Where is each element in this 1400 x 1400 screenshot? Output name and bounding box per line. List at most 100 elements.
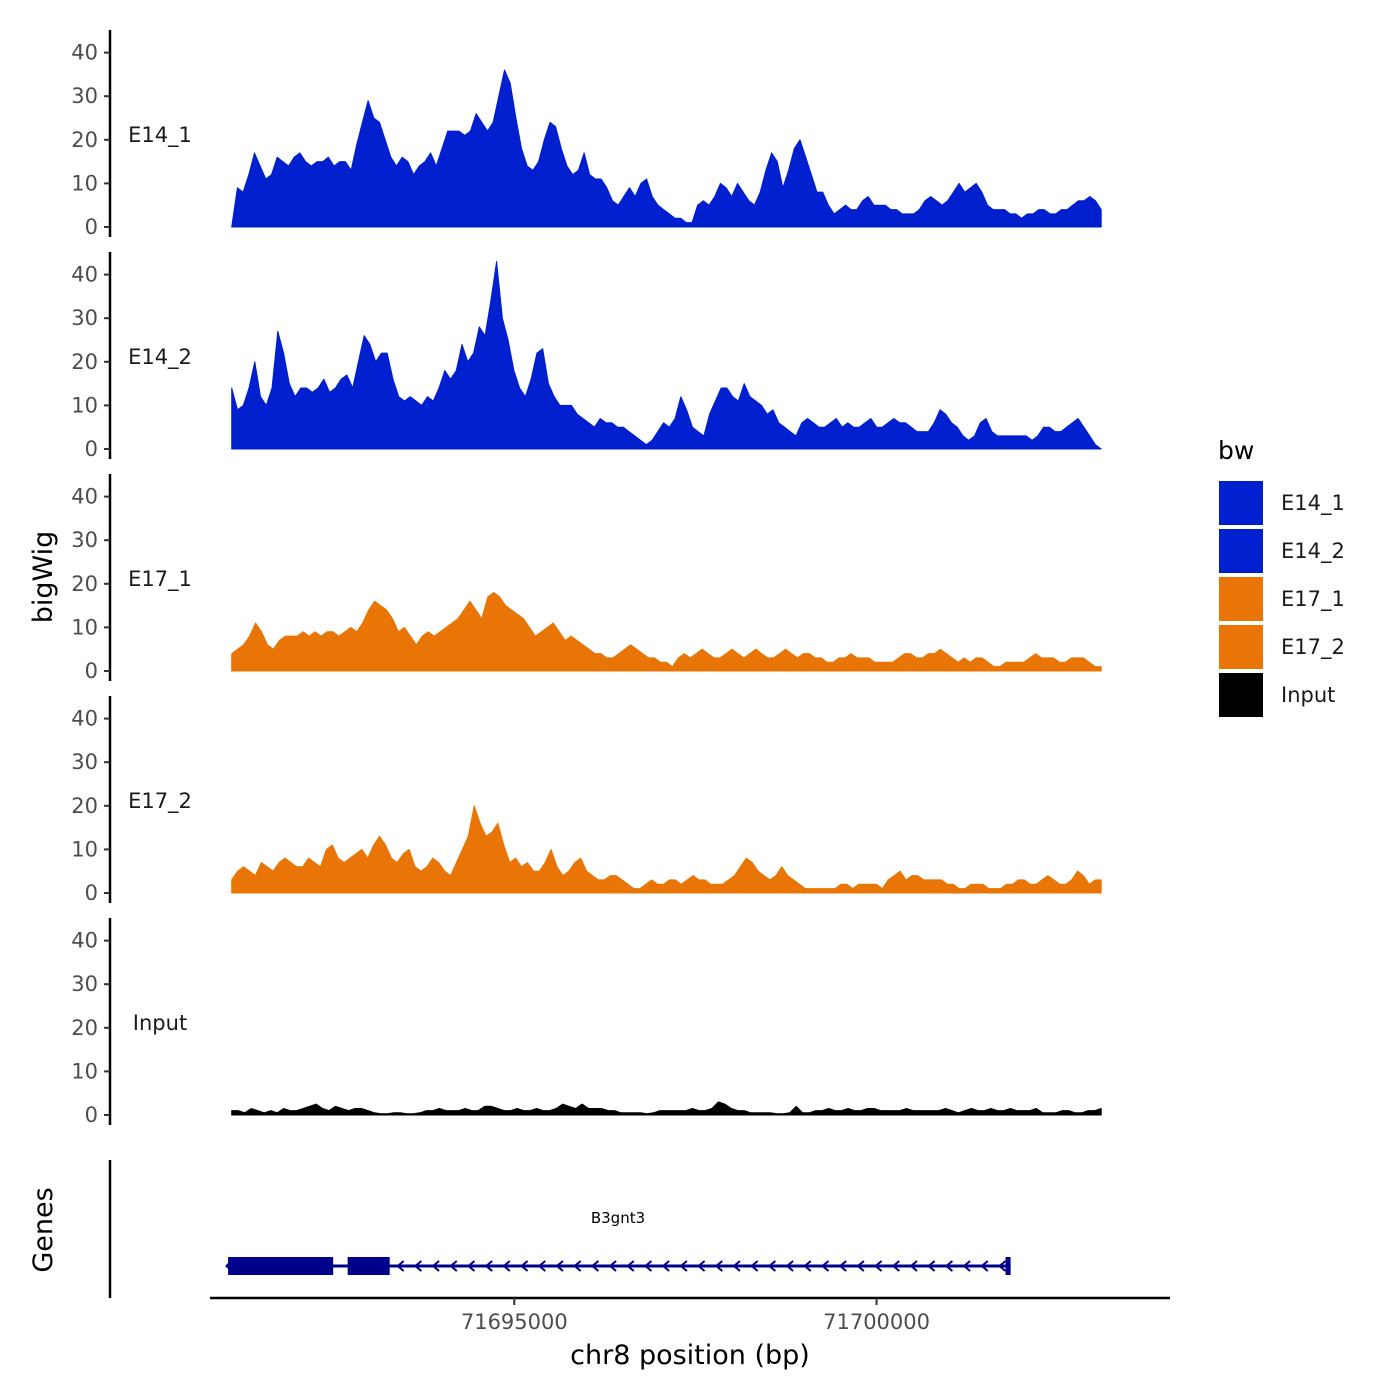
genes-panel: B3gnt3 — [108, 1160, 1011, 1298]
strand-arrow — [891, 1260, 900, 1272]
y-tick-label: 20 — [71, 794, 98, 818]
strand-arrow — [838, 1260, 847, 1272]
track-label: E14_1 — [128, 123, 192, 148]
track-panel-E17_2: 0 10 20 30 40 E17_2 — [71, 696, 1102, 905]
strand-arrow — [413, 1260, 423, 1272]
strand-arrow — [856, 1260, 865, 1272]
strand-arrow — [626, 1260, 635, 1272]
coverage-area-Input — [231, 1101, 1102, 1116]
y-tick-label: 0 — [85, 437, 98, 461]
x-tick-label: 71695000 — [461, 1310, 568, 1334]
y-tick-label: 30 — [71, 750, 98, 774]
strand-arrow — [962, 1260, 971, 1272]
y-tick-label: 40 — [71, 929, 98, 953]
y-tick-label: 30 — [71, 306, 98, 330]
gene-start-arrow — [225, 1257, 235, 1275]
strand-arrow — [679, 1260, 688, 1272]
y-tick-label: 10 — [71, 393, 98, 417]
y-tick-label: 10 — [71, 837, 98, 861]
legend-key-E14_2 — [1219, 529, 1263, 573]
strand-arrow — [803, 1260, 812, 1272]
track-panel-E14_1: 0 10 20 30 40 E14_1 — [71, 30, 1102, 239]
strand-arrow — [573, 1260, 582, 1272]
strand-arrow — [785, 1260, 794, 1272]
y-tick-label: 10 — [71, 171, 98, 195]
y-tick-label: 10 — [71, 1059, 98, 1083]
strand-arrow — [590, 1260, 600, 1272]
gene-exon — [347, 1257, 390, 1275]
strand-arrow — [555, 1260, 564, 1272]
strand-arrow — [997, 1260, 1007, 1272]
coverage-area-E14_2 — [231, 261, 1102, 450]
strand-arrow — [874, 1260, 883, 1272]
track-label: E14_2 — [128, 345, 192, 370]
strand-arrow — [944, 1260, 954, 1272]
gene-exon — [228, 1257, 334, 1275]
x-axis: 71695000 71700000 — [210, 1296, 1170, 1334]
y-tick-label: 20 — [71, 1016, 98, 1040]
y-tick-label: 0 — [85, 659, 98, 683]
coverage-panels: 0 10 20 30 40 E14_1 0 10 20 30 40 E14_2 0 10 20 30 40 E17… — [71, 30, 1102, 1127]
strand-arrow — [484, 1260, 493, 1272]
y-tick-label: 0 — [85, 215, 98, 239]
strand-arrow — [661, 1260, 670, 1272]
y-tick-label: 40 — [71, 263, 98, 287]
strand-arrow — [431, 1260, 440, 1272]
legend-label: E14_2 — [1281, 539, 1345, 564]
y-tick-label: 0 — [85, 1103, 98, 1127]
strand-arrow — [767, 1260, 777, 1272]
y-tick-label: 40 — [71, 485, 98, 509]
strand-arrow — [732, 1260, 741, 1272]
x-tick-label: 71700000 — [823, 1310, 930, 1334]
y-axis-title: bigWig — [28, 531, 59, 624]
y-tick-label: 10 — [71, 615, 98, 639]
track-panel-E17_1: 0 10 20 30 40 E17_1 — [71, 474, 1102, 683]
y-tick-label: 0 — [85, 881, 98, 905]
track-label: E17_2 — [128, 789, 192, 814]
y-tick-label: 40 — [71, 707, 98, 731]
y-tick-label: 30 — [71, 528, 98, 552]
gene-name-label: B3gnt3 — [591, 1209, 645, 1227]
legend-title: bw — [1218, 436, 1254, 465]
track-panel-Input: 0 10 20 30 40 Input — [71, 918, 1102, 1127]
strand-arrow — [396, 1260, 405, 1272]
legend-key-E17_2 — [1219, 625, 1263, 669]
strand-arrow — [714, 1260, 723, 1272]
y-tick-label: 20 — [71, 128, 98, 152]
strand-arrow — [520, 1260, 529, 1272]
legend-label: E14_1 — [1281, 491, 1345, 516]
legend-key-Input — [1219, 673, 1263, 717]
y-tick-label: 30 — [71, 84, 98, 108]
strand-arrow — [697, 1260, 706, 1272]
strand-arrow — [449, 1260, 458, 1272]
legend-label: E17_2 — [1281, 635, 1345, 660]
track-panel-E14_2: 0 10 20 30 40 E14_2 — [71, 252, 1102, 461]
x-axis-title: chr8 position (bp) — [570, 1340, 810, 1371]
y-tick-label: 40 — [71, 41, 98, 65]
strand-arrow — [537, 1260, 546, 1272]
strand-arrow — [750, 1260, 759, 1272]
track-label: E17_1 — [128, 567, 192, 592]
strand-arrow — [909, 1260, 918, 1272]
legend-label: E17_1 — [1281, 587, 1345, 612]
coverage-area-E14_1 — [231, 69, 1102, 228]
track-label: Input — [133, 1011, 187, 1035]
y-tick-label: 20 — [71, 572, 98, 596]
coverage-area-E17_2 — [231, 805, 1102, 894]
gene-exon — [1005, 1257, 1011, 1275]
legend-key-E17_1 — [1219, 577, 1263, 621]
strand-arrow — [502, 1260, 511, 1272]
legend-key-E14_1 — [1219, 481, 1263, 525]
strand-arrow — [608, 1260, 617, 1272]
strand-arrow — [927, 1260, 936, 1272]
strand-arrow — [820, 1260, 830, 1272]
coverage-area-E17_1 — [231, 592, 1102, 672]
strand-arrow — [643, 1260, 653, 1272]
strand-arrow — [980, 1260, 989, 1272]
legend-label: Input — [1281, 683, 1335, 707]
y-tick-label: 30 — [71, 972, 98, 996]
legend: bw E14_1 E14_2 E17_1 E17_2 Input — [1218, 436, 1345, 717]
y-tick-label: 20 — [71, 350, 98, 374]
genes-axis-title: Genes — [28, 1187, 59, 1272]
